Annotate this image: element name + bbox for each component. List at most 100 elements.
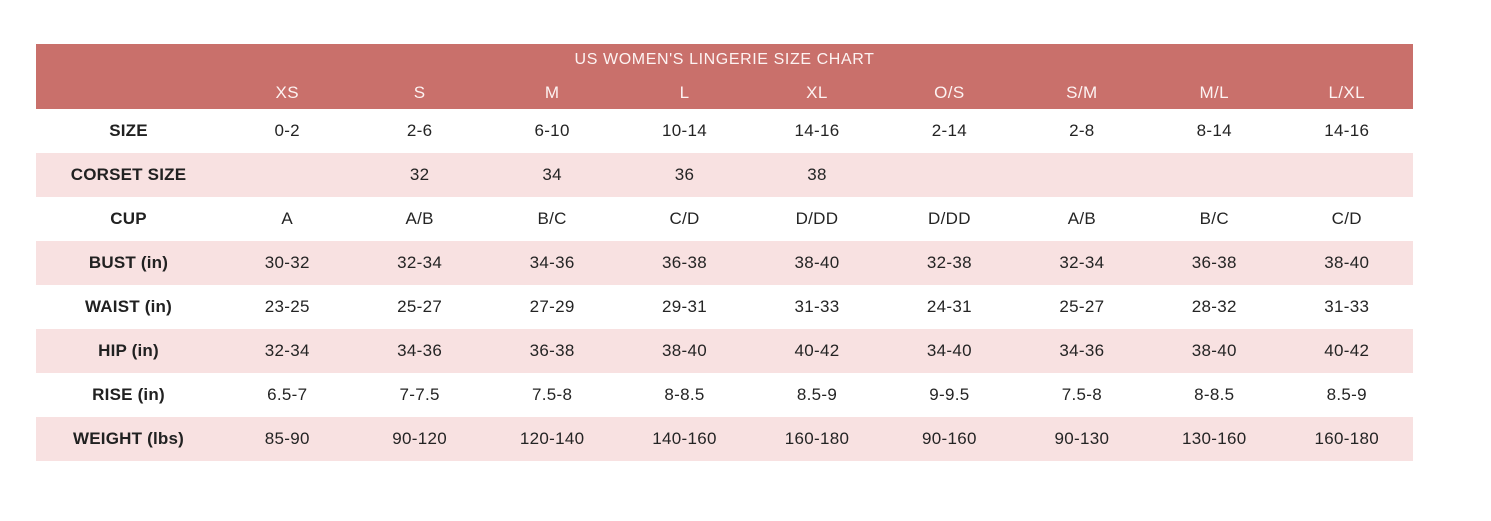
- table-cell: [1016, 153, 1148, 197]
- table-cell: B/C: [1199, 209, 1229, 228]
- table-cell: 0-2: [274, 121, 300, 140]
- table-cell: 24-31: [926, 297, 972, 316]
- table-cell: 25-27: [1059, 297, 1105, 316]
- row-label: RISE (in): [92, 385, 165, 404]
- table-cell: 38: [807, 165, 827, 184]
- table-cell: [221, 153, 353, 197]
- table-cell: B/C: [537, 209, 567, 228]
- table-cell: 32: [409, 165, 430, 184]
- table-cell: 7-7.5: [399, 385, 440, 404]
- column-header-xs: XS: [221, 76, 354, 109]
- column-header-ml: M/L: [1148, 76, 1281, 109]
- column-header-s: S: [353, 76, 486, 109]
- table-cell: 36-38: [662, 253, 708, 272]
- row-label: BUST (in): [88, 253, 169, 272]
- table-cell: 38-40: [794, 253, 840, 272]
- table-cell: 27-29: [529, 297, 575, 316]
- table-cell: 14-16: [1324, 121, 1370, 140]
- table-cell: 120-140: [519, 429, 585, 448]
- table-row: WEIGHT (lbs) 85-90 90-120 120-140 140-160 160…: [36, 417, 1413, 461]
- table-cell: 38-40: [1191, 341, 1237, 360]
- table-cell: 31-33: [794, 297, 840, 316]
- table-cell: 36: [674, 165, 695, 184]
- table-cell: 2-14: [931, 121, 968, 140]
- column-header-lxl: L/XL: [1280, 76, 1413, 109]
- table-row: BUST (in) 30-32 32-34 34-36 36-38 38-40 32-38 3…: [36, 241, 1413, 285]
- row-label: WEIGHT (lbs): [73, 429, 184, 448]
- table-cell: 8.5-9: [796, 385, 838, 404]
- table-cell: 7.5-8: [531, 385, 573, 404]
- table-cell: A/B: [1067, 209, 1096, 228]
- column-header-xl: XL: [750, 76, 884, 109]
- table-cell: 23-25: [264, 297, 310, 316]
- table-cell: 130-160: [1182, 429, 1247, 448]
- title-row: US WOMEN'S LINGERIE SIZE CHART: [36, 44, 1413, 76]
- table-cell: D/DD: [795, 209, 839, 228]
- table-head: US WOMEN'S LINGERIE SIZE CHART XS S M L XL O/…: [36, 44, 1413, 109]
- table-cell: 25-27: [397, 297, 443, 316]
- table-cell: 6.5-7: [267, 385, 308, 404]
- table-cell: 85-90: [264, 429, 310, 448]
- table-cell: 40-42: [1324, 341, 1370, 360]
- table-row: SIZE 0-2 2-6 6-10 10-14 14-16 2-14 2-8 8-14 14-16: [36, 109, 1413, 153]
- table-cell: C/D: [669, 209, 700, 228]
- table-cell: 31-33: [1324, 297, 1370, 316]
- table-cell: 34-36: [529, 253, 575, 272]
- table-cell: 34-40: [926, 341, 972, 360]
- row-label: CORSET SIZE: [70, 165, 187, 184]
- chart-title: US WOMEN'S LINGERIE SIZE CHART: [36, 44, 1413, 76]
- table-body: SIZE 0-2 2-6 6-10 10-14 14-16 2-14 2-8 8-14 14-16…: [36, 109, 1413, 461]
- table-cell: 9-9.5: [929, 385, 970, 404]
- table-row: WAIST (in) 23-25 25-27 27-29 29-31 31-33 24-31…: [36, 285, 1413, 329]
- table-cell: 32-38: [926, 253, 972, 272]
- table-cell: 38-40: [662, 341, 708, 360]
- table-cell: 32-34: [397, 253, 443, 272]
- table-row: RISE (in) 6.5-7 7-7.5 7.5-8 8-8.5 8.5-9 9-9.5 7…: [36, 373, 1413, 417]
- table-cell: 38-40: [1324, 253, 1370, 272]
- table-cell: 32-34: [264, 341, 310, 360]
- table-cell: 90-120: [392, 429, 448, 448]
- table-cell: 2-8: [1069, 121, 1095, 140]
- size-chart-table-wrap: US WOMEN'S LINGERIE SIZE CHART XS S M L XL O/…: [36, 44, 1413, 461]
- table-cell: 8-8.5: [664, 385, 705, 404]
- table-cell: 30-32: [264, 253, 310, 272]
- table-cell: D/DD: [928, 209, 971, 228]
- row-label: SIZE: [109, 121, 148, 140]
- table-cell: 8-14: [1196, 121, 1232, 140]
- row-label: HIP (in): [98, 341, 159, 360]
- table-cell: 8.5-9: [1326, 385, 1367, 404]
- table-cell: [1281, 153, 1414, 197]
- table-cell: 160-180: [1314, 429, 1379, 448]
- table-cell: [1148, 153, 1280, 197]
- table-cell: A: [281, 209, 294, 228]
- table-row: CORSET SIZE 32 34 36 38: [36, 153, 1413, 197]
- table-cell: 7.5-8: [1061, 385, 1102, 404]
- table-cell: 10-14: [662, 121, 708, 140]
- table-cell: 36-38: [1191, 253, 1237, 272]
- table-cell: 28-32: [1191, 297, 1237, 316]
- table-cell: 29-31: [662, 297, 708, 316]
- table-cell: [883, 153, 1015, 197]
- table-cell: 14-16: [794, 121, 840, 140]
- table-cell: 2-6: [406, 121, 433, 140]
- table-cell: 160-180: [784, 429, 850, 448]
- column-header-os: O/S: [883, 76, 1016, 109]
- table-row: HIP (in) 32-34 34-36 36-38 38-40 40-42 34-40 34…: [36, 329, 1413, 373]
- table-cell: 34: [542, 165, 562, 184]
- table-cell: 40-42: [794, 341, 840, 360]
- row-label-column-header: [36, 76, 221, 109]
- table-cell: 140-160: [652, 429, 717, 448]
- column-header-l: L: [618, 76, 751, 109]
- size-chart-table: US WOMEN'S LINGERIE SIZE CHART XS S M L XL O/…: [36, 44, 1413, 461]
- row-label: CUP: [110, 209, 147, 228]
- table-cell: 34-36: [397, 341, 443, 360]
- table-cell: 8-8.5: [1194, 385, 1235, 404]
- table-row: CUP A A/B B/C C/D D/DD D/DD A/B B/C C/D: [36, 197, 1413, 241]
- table-cell: 6-10: [534, 121, 570, 140]
- table-cell: 90-130: [1054, 429, 1110, 448]
- table-cell: 34-36: [1059, 341, 1105, 360]
- table-cell: 90-160: [922, 429, 977, 448]
- table-cell: A/B: [405, 209, 434, 228]
- column-header-row: XS S M L XL O/S S/M M/L L/XL: [36, 76, 1413, 109]
